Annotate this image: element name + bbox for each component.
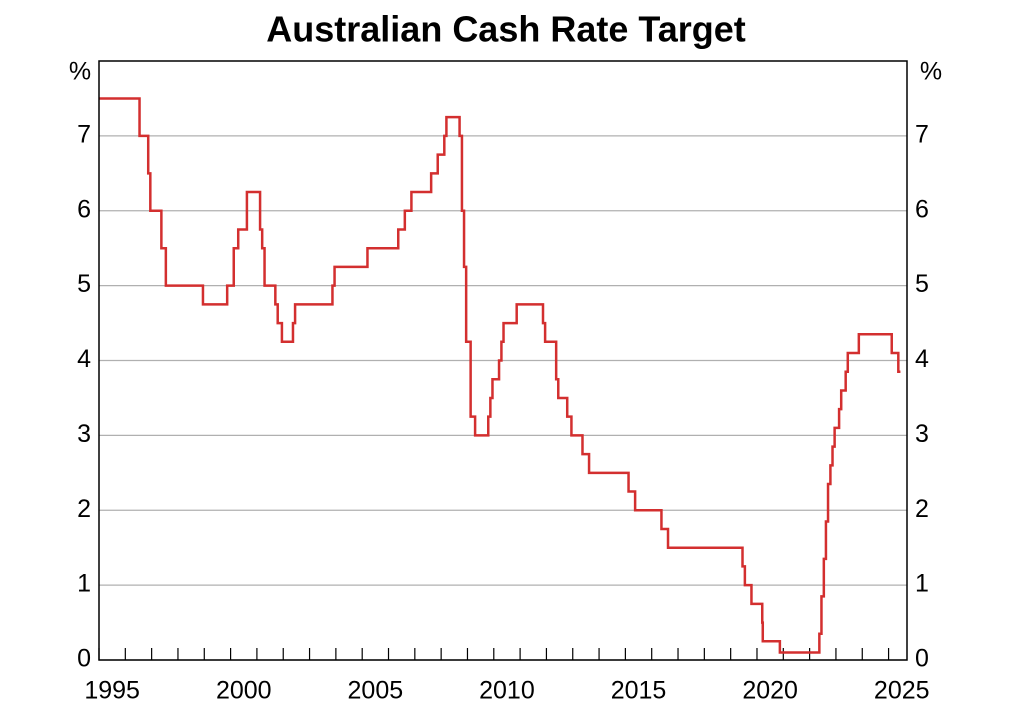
x-tick-label: 2000 bbox=[216, 677, 272, 705]
y-tick-label-right: 7 bbox=[915, 120, 929, 148]
x-tick-label: 2025 bbox=[874, 677, 930, 705]
x-tick-label: 2015 bbox=[611, 677, 667, 705]
y-tick-label-right: 4 bbox=[915, 345, 929, 373]
y-tick-label: 7 bbox=[77, 120, 91, 148]
y-tick-label: 2 bbox=[77, 495, 91, 523]
y-tick-label: 5 bbox=[77, 270, 91, 298]
y-tick-label-right: 1 bbox=[915, 570, 929, 598]
y-tick-label-right: 3 bbox=[915, 420, 929, 448]
y-tick-label-right: 6 bbox=[915, 195, 929, 223]
y-tick-label-right: 2 bbox=[915, 495, 929, 523]
y-unit-right: % bbox=[920, 58, 942, 86]
x-tick-label: 1995 bbox=[84, 677, 140, 705]
y-tick-label: 1 bbox=[77, 570, 91, 598]
y-unit-left: % bbox=[69, 58, 91, 86]
x-tick-label: 2010 bbox=[479, 677, 535, 705]
x-tick-label: 2020 bbox=[742, 677, 798, 705]
y-tick-label: 0 bbox=[77, 645, 91, 673]
line bbox=[99, 97, 901, 654]
y-tick-label: 4 bbox=[77, 345, 91, 373]
y-tick-label-right: 5 bbox=[915, 270, 929, 298]
y-tick-label: 3 bbox=[77, 420, 91, 448]
plot-frame bbox=[98, 60, 908, 661]
y-tick-label-right: 0 bbox=[915, 645, 929, 673]
x-tick-label: 2005 bbox=[348, 677, 404, 705]
chart-title: Australian Cash Rate Target bbox=[266, 9, 745, 50]
y-tick-label: 6 bbox=[77, 195, 91, 223]
